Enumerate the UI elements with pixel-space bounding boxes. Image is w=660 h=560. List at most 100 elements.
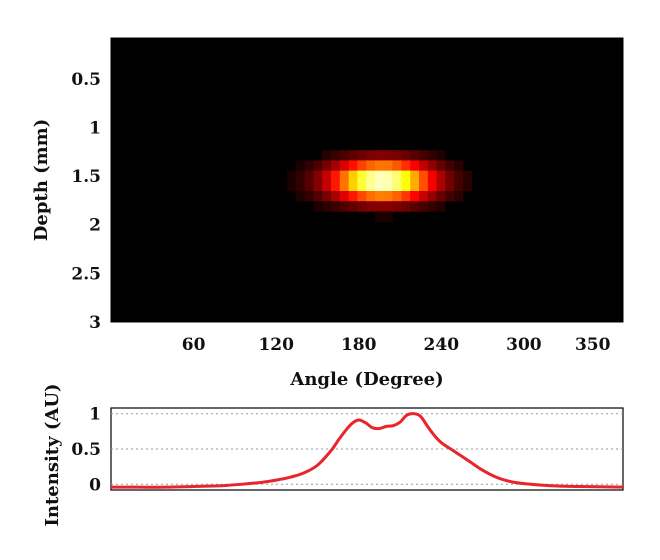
heatmap-cell (375, 201, 385, 212)
heatmap-cell (410, 180, 420, 192)
heatmap-cell (392, 201, 402, 212)
heatmap-cell (410, 170, 420, 182)
heatmap-panel: 60 120 180 240 300 350 0.5 1 1.5 2 2.5 3 Angle (De… (31, 37, 624, 390)
heatmap-cell (419, 180, 429, 192)
heatmap-y-tick-label: 3 (89, 313, 101, 333)
heatmap-cell (419, 150, 429, 161)
heatmap-cell (410, 160, 420, 171)
heatmap-cell (357, 180, 367, 192)
heatmap-cell (410, 201, 420, 212)
heatmap-cell (331, 180, 341, 192)
heatmap-cell (339, 191, 349, 202)
heatmap-cell (383, 170, 393, 182)
heatmap-cell (392, 180, 402, 192)
heatmap-y-tick-label: 2.5 (71, 264, 101, 284)
heatmap-cell (322, 170, 332, 182)
heatmap-x-tick-label: 240 (424, 335, 460, 355)
heatmap-cell (427, 150, 437, 161)
heatmap-cell (348, 201, 358, 212)
heatmap-y-tick-label: 1 (89, 119, 101, 139)
heatmap-cell (383, 191, 393, 202)
heatmap-cell (304, 180, 314, 192)
heatmap-cell (392, 150, 402, 161)
heatmap-cell (331, 191, 341, 202)
heatmap-cell (436, 170, 446, 182)
heatmap-cell (339, 180, 349, 192)
heatmap-x-tick-label: 350 (575, 335, 611, 355)
heatmap-cell (375, 150, 385, 161)
heatmap-cell (331, 170, 341, 182)
heatmap-cell (383, 160, 393, 171)
heatmap-cell (445, 170, 455, 182)
heatmap-cell (322, 180, 332, 192)
heatmap-cell (427, 191, 437, 202)
intensity-y-tick-label: 1 (89, 405, 101, 425)
heatmap-cell (322, 160, 332, 171)
heatmap-cell (375, 191, 385, 202)
heatmap-cell (357, 170, 367, 182)
heatmap-cell (436, 191, 446, 202)
heatmap-cell (366, 160, 376, 171)
heatmap-cell (339, 150, 349, 161)
heatmap-cell (331, 160, 341, 171)
heatmap-x-tick-label: 120 (258, 335, 294, 355)
heatmap-cell (366, 170, 376, 182)
heatmap-cell (383, 201, 393, 212)
heatmap-cell (436, 160, 446, 171)
heatmap-cell (295, 160, 305, 171)
heatmap-cell (331, 150, 341, 161)
heatmap-cell (322, 150, 332, 161)
heatmap-cell (383, 180, 393, 192)
heatmap-cell (348, 160, 358, 171)
heatmap-cell (357, 201, 367, 212)
heatmap-cell (366, 150, 376, 161)
heatmap-cell (436, 201, 446, 212)
heatmap-frame (110, 37, 624, 323)
heatmap-cell (401, 191, 411, 202)
heatmap-cell (383, 211, 393, 222)
heatmap-cell (322, 201, 332, 212)
heatmap-cell (322, 191, 332, 202)
heatmap-x-axis-label: Angle (Degree) (289, 369, 443, 390)
heatmap-y-tick-label: 2 (89, 216, 101, 236)
heatmap-cell (401, 170, 411, 182)
heatmap-y-tick-label: 0.5 (71, 70, 101, 90)
heatmap-cell (287, 180, 297, 192)
heatmap-cell (419, 170, 429, 182)
heatmap-y-ticks: 0.5 1 1.5 2 2.5 3 (71, 70, 101, 333)
heatmap-cell (339, 160, 349, 171)
heatmap-cell (463, 180, 473, 192)
heatmap-cell (313, 201, 323, 212)
heatmap-x-ticks: 60 120 180 240 300 350 (182, 335, 611, 355)
heatmap-cell (348, 180, 358, 192)
heatmap-cell (375, 170, 385, 182)
heatmap-cell (348, 170, 358, 182)
heatmap-cell (331, 201, 341, 212)
heatmap-cell (366, 180, 376, 192)
heatmap-cell (375, 160, 385, 171)
heatmap-x-tick-label: 60 (182, 335, 206, 355)
heatmap-cell (348, 191, 358, 202)
heatmap-cell (339, 201, 349, 212)
heatmap-cell (304, 170, 314, 182)
heatmap-cell (427, 180, 437, 192)
heatmap-cell (401, 180, 411, 192)
heatmap-cell (383, 150, 393, 161)
heatmap-cell (357, 160, 367, 171)
intensity-y-tick-label: 0 (89, 475, 101, 495)
heatmap-cell (357, 150, 367, 161)
heatmap-cell (401, 150, 411, 161)
heatmap-cell (463, 170, 473, 182)
heatmap-cell (357, 191, 367, 202)
heatmap-cell (313, 160, 323, 171)
heatmap-cell (436, 180, 446, 192)
heatmap-cell (454, 180, 464, 192)
heatmap-cell (454, 191, 464, 202)
heatmap-cell (427, 201, 437, 212)
heatmap-cell (419, 191, 429, 202)
heatmap-cell (454, 160, 464, 171)
heatmap-cell (313, 191, 323, 202)
intensity-y-tick-label: 0.5 (71, 440, 101, 460)
heatmap-cell (445, 180, 455, 192)
